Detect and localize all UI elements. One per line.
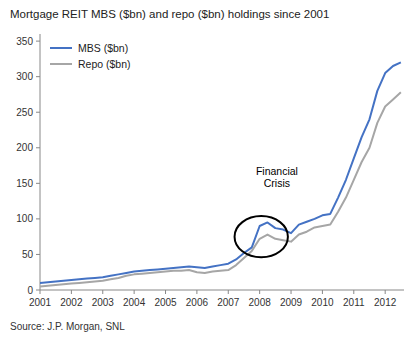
x-tick-label: 2008 xyxy=(249,297,272,308)
legend-swatch xyxy=(50,47,72,49)
y-tick-label: 0 xyxy=(27,285,33,296)
x-tick xyxy=(259,290,260,294)
annotation-line: Crisis xyxy=(264,177,290,189)
x-tick-label: 2009 xyxy=(280,297,303,308)
x-tick-label: 2004 xyxy=(123,297,146,308)
legend-label: Repo ($bn) xyxy=(78,58,131,70)
y-tick-label: 250 xyxy=(16,107,33,118)
x-tick-label: 2007 xyxy=(217,297,240,308)
x-tick xyxy=(71,290,72,294)
legend-swatch xyxy=(50,63,72,65)
annotation-line: Financial xyxy=(256,165,298,177)
x-axis-line xyxy=(40,290,404,291)
legend-label: MBS ($bn) xyxy=(78,42,128,54)
y-tick-label: 200 xyxy=(16,142,33,153)
x-tick xyxy=(322,290,323,294)
plot-area xyxy=(40,62,401,286)
y-tick-label: 50 xyxy=(22,249,34,260)
x-tick xyxy=(196,290,197,294)
y-tick xyxy=(36,218,40,219)
y-axis-line xyxy=(40,34,41,290)
series-line xyxy=(40,92,401,286)
x-tick-label: 2011 xyxy=(343,297,365,308)
chart: Mortgage REIT MBS ($bn) and repo ($bn) h… xyxy=(0,0,420,340)
x-tick-label: 2010 xyxy=(311,297,334,308)
x-tick-label: 2002 xyxy=(60,297,83,308)
y-tick xyxy=(36,147,40,148)
x-tick-label: 2006 xyxy=(186,297,209,308)
x-tick xyxy=(40,290,41,294)
y-tick-label: 300 xyxy=(16,71,33,82)
y-tick xyxy=(36,290,40,291)
x-tick-label: 2003 xyxy=(92,297,115,308)
y-tick xyxy=(36,112,40,113)
annotation: FinancialCrisis xyxy=(256,165,298,189)
x-tick xyxy=(385,290,386,294)
legend: MBS ($bn) Repo ($bn) xyxy=(50,42,131,70)
y-tick xyxy=(36,183,40,184)
x-tick xyxy=(353,290,354,294)
x-tick xyxy=(228,290,229,294)
y-tick xyxy=(36,41,40,42)
y-tick-label: 100 xyxy=(16,213,33,224)
y-tick xyxy=(36,76,40,77)
source: Source: J.P. Morgan, SNL xyxy=(10,321,125,332)
title: Mortgage REIT MBS ($bn) and repo ($bn) h… xyxy=(10,8,329,20)
ellipse-annotation xyxy=(235,216,288,257)
x-tick-label: 2005 xyxy=(154,297,177,308)
x-tick-label: 2001 xyxy=(29,297,52,308)
x-tick xyxy=(165,290,166,294)
x-tick xyxy=(102,290,103,294)
y-tick-label: 350 xyxy=(16,36,33,47)
y-tick-label: 150 xyxy=(16,178,33,189)
x-tick-label: 2012 xyxy=(374,297,397,308)
x-tick xyxy=(291,290,292,294)
y-tick xyxy=(36,254,40,255)
x-tick xyxy=(134,290,135,294)
series-line xyxy=(40,62,401,282)
